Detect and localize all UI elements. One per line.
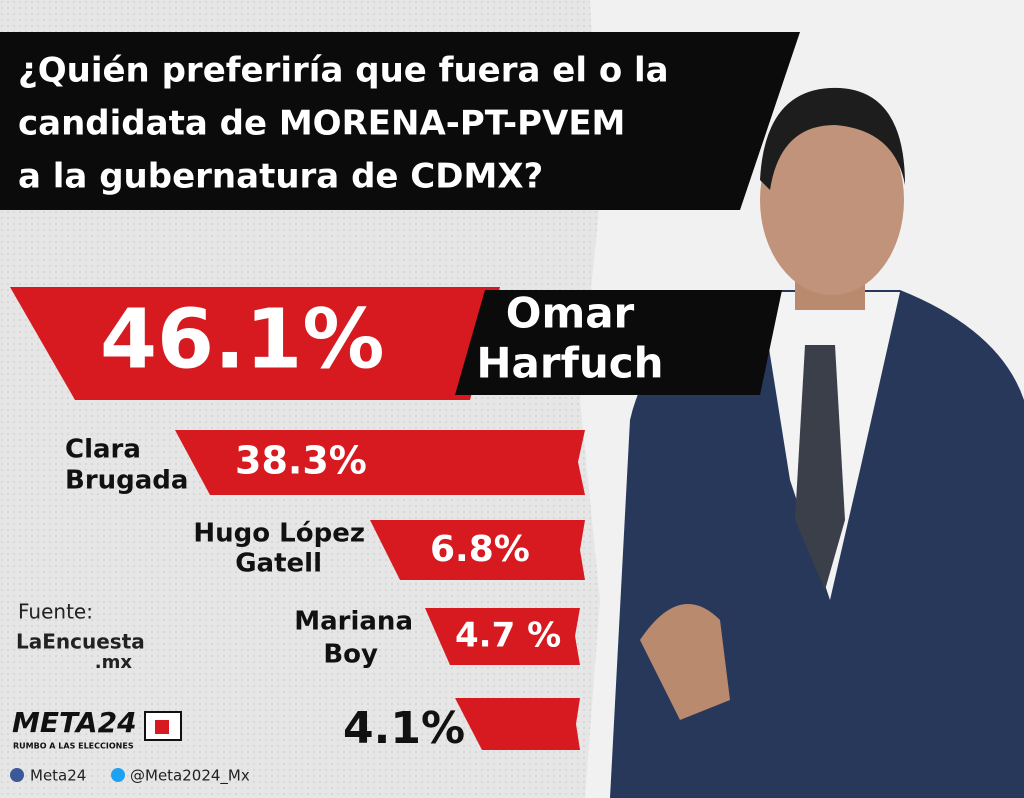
logo-icon — [155, 720, 169, 734]
title-line: candidata de MORENA-PT-PVEM — [18, 104, 625, 144]
source-suffix: .mx — [95, 652, 133, 673]
person-photo — [610, 87, 1024, 798]
result-value: 46.1% — [100, 292, 384, 387]
logo-tagline: RUMBO A LAS ELECCIONES — [13, 742, 134, 751]
result-value: 38.3% — [235, 439, 367, 483]
title-band — [0, 32, 800, 210]
result-bar — [370, 520, 585, 580]
result-name: Harfuch — [476, 339, 663, 388]
source-name: LaEncuesta — [16, 630, 145, 654]
title-line: ¿Quién preferiría que fuera el o la — [18, 51, 669, 91]
twitter-handle: @Meta2024_Mx — [130, 767, 250, 786]
result-bar — [10, 287, 500, 400]
result-name: Hugo López — [193, 519, 365, 549]
logo-name: META24 — [12, 706, 137, 739]
result-bar — [175, 430, 585, 495]
result-value: 4.7 % — [455, 616, 561, 656]
result-value: 4.1% — [343, 703, 465, 754]
result-name: Boy — [323, 640, 378, 670]
source-label: Fuente: — [18, 600, 93, 624]
result-name: Mariana — [294, 607, 413, 637]
result-value: 6.8% — [430, 529, 530, 570]
result-bar — [425, 608, 580, 665]
result-name: Brugada — [65, 466, 188, 496]
twitter-icon — [111, 768, 125, 782]
result-name: Clara — [65, 435, 141, 465]
facebook-icon — [10, 768, 24, 782]
result-name: Gatell — [235, 549, 322, 579]
facebook-handle: Meta24 — [30, 767, 86, 785]
result-name: Omar — [506, 289, 635, 338]
name-band — [455, 290, 782, 395]
title-line: a la gubernatura de CDMX? — [18, 157, 543, 197]
result-bar — [455, 698, 580, 750]
